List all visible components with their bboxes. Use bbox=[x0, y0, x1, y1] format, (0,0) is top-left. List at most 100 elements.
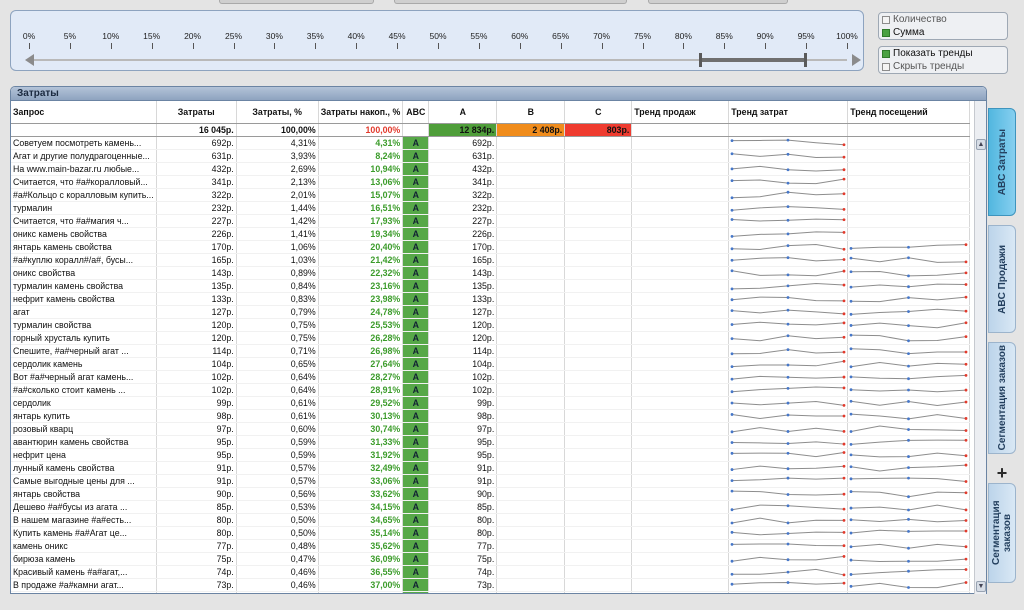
table-row[interactable]: розовый кварц 97р. 0,60% 30,74% A 97р. bbox=[11, 422, 971, 436]
scroll-down-icon[interactable]: ▼ bbox=[976, 581, 986, 592]
col-costs-pct[interactable]: Затраты, % bbox=[236, 101, 319, 124]
col-trend-sales[interactable]: Тренд продаж bbox=[631, 101, 730, 124]
table-row[interactable]: турмалин камень свойства 135р. 0,84% 23,16%… bbox=[11, 279, 971, 293]
col-trend-visits[interactable]: Тренд посещений bbox=[847, 101, 971, 124]
sparkline-point bbox=[842, 350, 846, 354]
col-b[interactable]: B bbox=[496, 101, 566, 124]
trend-costs-cell bbox=[728, 487, 849, 501]
col-c[interactable]: C bbox=[564, 101, 633, 124]
table-row[interactable]: нефрит камень свойства 133р. 0,83% 23,98% A 1… bbox=[11, 292, 971, 306]
table-row[interactable]: На www.main-bazar.ru любые... 432р. 2,69% 1… bbox=[11, 162, 971, 176]
tab-order-segmentation[interactable]: Сегментация заказов bbox=[988, 342, 1016, 454]
sparkline-point bbox=[907, 351, 911, 355]
costs-pct-cell: 1,44% bbox=[236, 201, 319, 215]
trend-visits-cell bbox=[847, 344, 971, 358]
cumulative-pct-cell: 16,51% bbox=[318, 201, 404, 215]
trend-sales-cell bbox=[631, 539, 730, 553]
table-row[interactable]: горный хрусталь купить 120р. 0,75% 26,28% A 1… bbox=[11, 331, 971, 345]
table-row[interactable]: нефрит цена 95р. 0,59% 31,92% A 95р. bbox=[11, 448, 971, 462]
col-cumulative-pct[interactable]: Затраты накоп., % bbox=[318, 101, 404, 124]
option-show-trends[interactable]: Показать тренды bbox=[879, 47, 1007, 60]
table-row[interactable]: янтарь купить 98р. 0,61% 30,13% A 98р. bbox=[11, 409, 971, 423]
option-hide-trends[interactable]: Скрыть тренды bbox=[879, 60, 1007, 73]
col-costs[interactable]: Затраты bbox=[156, 101, 237, 124]
tab-order-segmentation-2[interactable]: Сегментация заказов bbox=[988, 483, 1016, 583]
option-sum[interactable]: Сумма bbox=[879, 26, 1007, 39]
costs-cell: 165р. bbox=[156, 253, 237, 267]
table-row[interactable]: агат 127р. 0,79% 24,78% A 127р. bbox=[11, 305, 971, 319]
trend-costs-cell bbox=[728, 331, 849, 345]
table-row[interactable]: сердолик камень 104р. 0,65% 27,64% A 104р. bbox=[11, 357, 971, 371]
table-row[interactable]: оникс камень свойства 226р. 1,41% 19,34% A 22… bbox=[11, 227, 971, 241]
b-value-cell bbox=[496, 266, 566, 280]
cumulative-pct-cell: 24,78% bbox=[318, 305, 404, 319]
table-row[interactable]: Агат и другие полудрагоценные... 631р. 3,9… bbox=[11, 149, 971, 163]
sparkline-point bbox=[786, 232, 790, 235]
tab-abc-sales[interactable]: ABC Продажи bbox=[988, 225, 1016, 333]
slider-tick-label: 50% bbox=[429, 31, 447, 41]
sparkline-point bbox=[964, 557, 968, 561]
query-cell: янтарь купить bbox=[11, 409, 157, 423]
trend-visits-sparkline bbox=[849, 504, 968, 511]
sparkline-point bbox=[786, 283, 790, 287]
option-quantity[interactable]: Количество bbox=[879, 13, 1007, 26]
table-row[interactable]: турмалин 232р. 1,44% 16,51% A 232р. bbox=[11, 201, 971, 215]
table-row[interactable]: #а#сколько стоит камень ... 102р. 0,64% 28,… bbox=[11, 383, 971, 397]
table-row[interactable]: В продаже #а#камни агат... 73р. 0,46% 37,00… bbox=[11, 578, 971, 592]
table-row[interactable]: янтарь свойства 90р. 0,56% 33,62% A 90р. bbox=[11, 487, 971, 501]
col-query[interactable]: Запрос bbox=[11, 101, 157, 124]
c-value-cell bbox=[564, 565, 633, 579]
table-row[interactable]: Советуем посмотреть камень... 692р. 4,31% 4… bbox=[11, 136, 971, 150]
table-row[interactable]: камень оникс 77р. 0,48% 35,62% A 77р. bbox=[11, 539, 971, 553]
c-value-cell bbox=[564, 448, 633, 462]
table-row[interactable]: лунный камень свойства 91р. 0,57% 32,49% A 91… bbox=[11, 461, 971, 475]
sparkline-point bbox=[907, 376, 911, 380]
table-row[interactable]: Вот #а#черный агат камень... 102р. 0,64% 28… bbox=[11, 370, 971, 384]
table-row[interactable]: янтарь камень свойства 170р. 1,06% 20,40% A 1… bbox=[11, 240, 971, 254]
table-row[interactable]: Считается, что #а#магия ч... 227р. 1,42% 17… bbox=[11, 214, 971, 228]
trend-visits-sparkline bbox=[849, 412, 968, 420]
costs-cell: 143р. bbox=[156, 266, 237, 280]
table-row[interactable]: Красивый камень #а#агат,... 74р. 0,46% 36,5… bbox=[11, 565, 971, 579]
vertical-scrollbar[interactable]: ▲ ▼ bbox=[974, 101, 986, 594]
c-value-cell bbox=[564, 578, 633, 592]
top-window-edge bbox=[394, 0, 627, 4]
slider-track[interactable] bbox=[29, 59, 847, 61]
arrow-right-icon[interactable] bbox=[852, 54, 861, 66]
slider-handle-right[interactable] bbox=[804, 53, 808, 67]
slider-handle-left[interactable] bbox=[698, 53, 702, 67]
table-row[interactable]: Самые выгодные цены для ... 91р. 0,57% 33,0… bbox=[11, 474, 971, 488]
table-row[interactable]: Спешите, #а#черный агат ... 114р. 0,71% 26,… bbox=[11, 344, 971, 358]
add-tab-icon[interactable]: + bbox=[996, 463, 1008, 483]
query-cell: Красивый камень #а#агат,... bbox=[11, 565, 157, 579]
col-a[interactable]: A bbox=[428, 101, 498, 124]
sparkline-point bbox=[964, 295, 968, 299]
table-row[interactable]: #а#Кольцо с коралловым купить... 322р. 2,0… bbox=[11, 188, 971, 202]
abc-threshold-slider[interactable]: 0% 5% 10% 15% 20% 25% 30% 35% 40% 45% 50% 55% 60% 65%… bbox=[10, 10, 864, 71]
table-row[interactable]: Купить камень #а#Агат це... 80р. 0,50% 35,1… bbox=[11, 526, 971, 540]
table-row[interactable]: турмалин свойства 120р. 0,75% 25,53% A 120р. bbox=[11, 318, 971, 332]
tab-abc-costs[interactable]: ABC Затраты bbox=[988, 108, 1016, 216]
table-row[interactable]: #а#куплю коралл#/а#, бусы... 165р. 1,03% 21… bbox=[11, 253, 971, 267]
table-row[interactable]: Легко выбрать и #а#черн...72р.0,45%37,45… bbox=[11, 591, 971, 593]
table-row[interactable]: оникс свойства 143р. 0,89% 22,32% A 143р. bbox=[11, 266, 971, 280]
table-row[interactable]: Дешево #а#бусы из агата ... 85р. 0,53% 34,1… bbox=[11, 500, 971, 514]
table-row[interactable]: сердолик 99р. 0,61% 29,52% A 99р. bbox=[11, 396, 971, 410]
trend-costs-cell bbox=[728, 565, 849, 579]
table-row[interactable]: Считается, что #а#коралловый... 341р. 2,13… bbox=[11, 175, 971, 189]
col-trend-costs[interactable]: Тренд затрат bbox=[728, 101, 849, 124]
table-row[interactable]: бирюза камень 75р. 0,47% 36,09% A 75р. bbox=[11, 552, 971, 566]
trend-visits-cell bbox=[847, 396, 971, 410]
costs-cell: 95р. bbox=[156, 435, 237, 449]
sparkline-point bbox=[730, 217, 734, 221]
table-row[interactable]: В нашем магазине #а#есть... 80р. 0,50% 34,6… bbox=[11, 513, 971, 527]
query-cell: #а#сколько стоит камень ... bbox=[11, 383, 157, 397]
b-value-cell bbox=[496, 396, 566, 410]
table-row[interactable]: авантюрин камень свойства 95р. 0,59% 31,33%… bbox=[11, 435, 971, 449]
scroll-up-icon[interactable]: ▲ bbox=[976, 139, 986, 150]
col-abc[interactable]: ABC bbox=[402, 101, 430, 124]
arrow-left-icon[interactable] bbox=[25, 54, 34, 66]
sparkline-point bbox=[964, 463, 968, 466]
slider-selected-range[interactable] bbox=[699, 58, 807, 62]
costs-cell: 91р. bbox=[156, 474, 237, 488]
